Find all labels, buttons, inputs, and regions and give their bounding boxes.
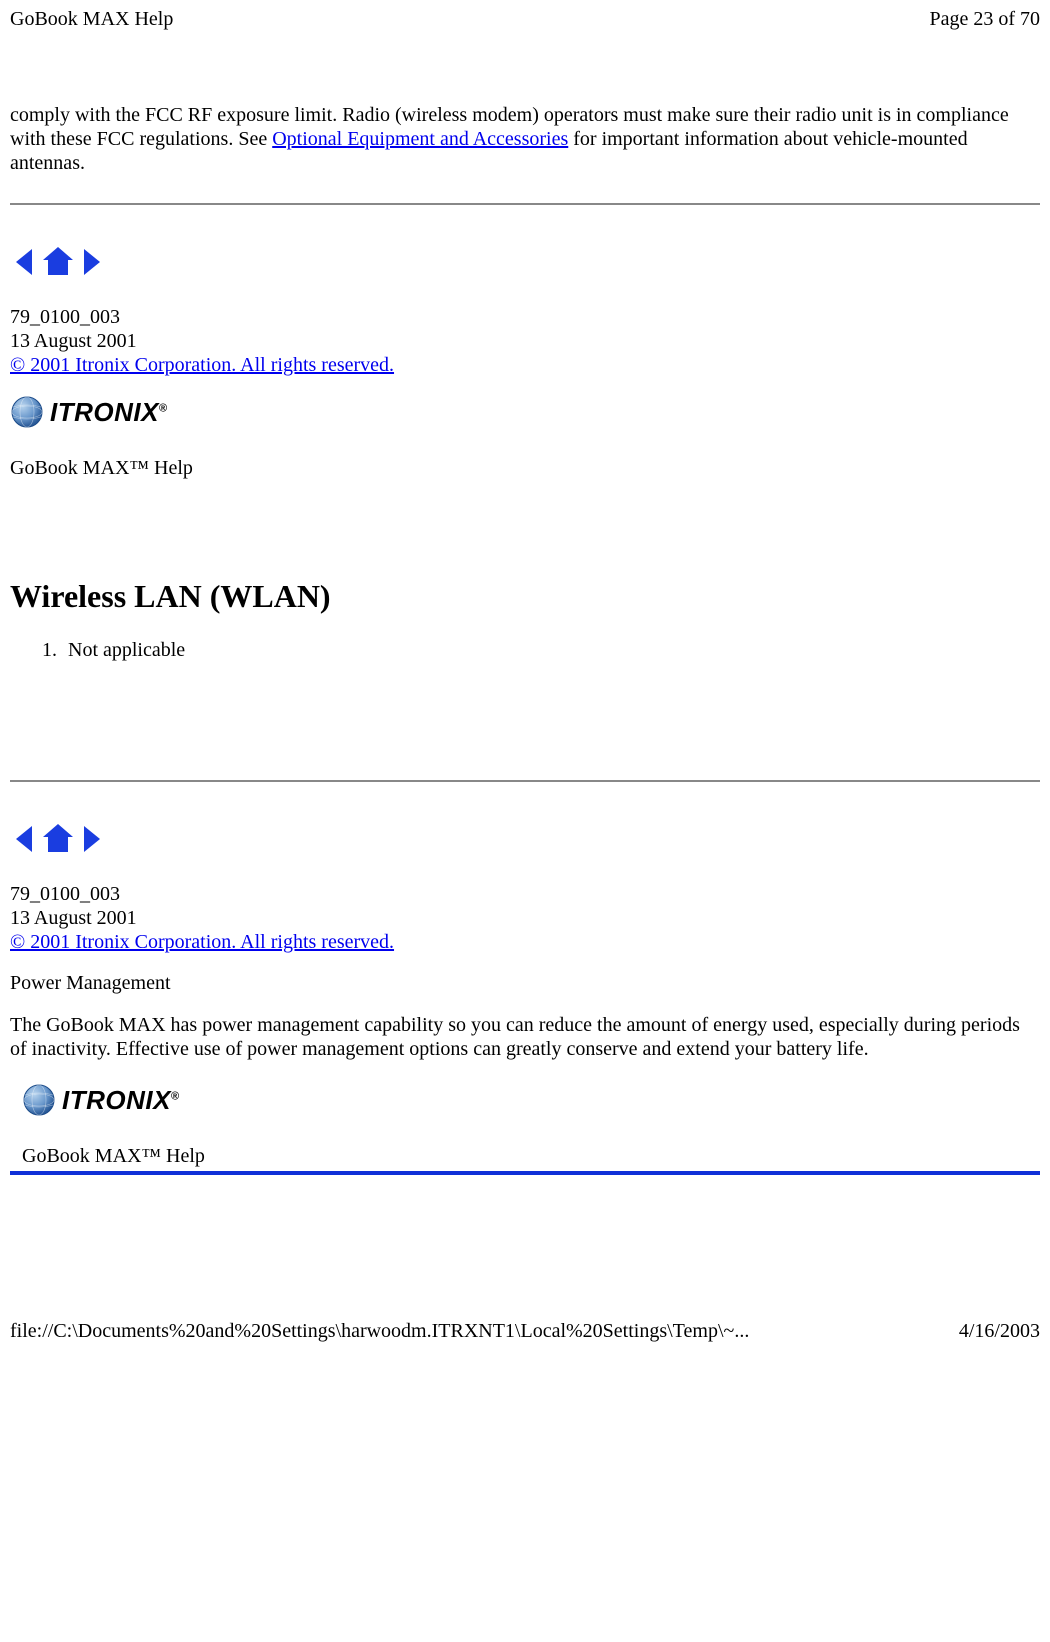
wlan-heading: Wireless LAN (WLAN) xyxy=(10,578,1040,615)
globe-icon xyxy=(22,1083,56,1117)
power-management-paragraph: The GoBook MAX has power management capa… xyxy=(10,1013,1040,1061)
back-arrow-icon[interactable] xyxy=(10,822,40,856)
wlan-list: Not applicable xyxy=(42,639,1040,662)
home-icon[interactable] xyxy=(40,245,76,279)
section-divider xyxy=(10,203,1040,205)
power-management-heading: Power Management xyxy=(10,972,1040,995)
doc-date: 13 August 2001 xyxy=(10,329,1040,353)
doc-id: 79_0100_003 xyxy=(10,305,1040,329)
optional-equipment-link[interactable]: Optional Equipment and Accessories xyxy=(272,128,568,150)
itronix-logo: ITRONIX® xyxy=(22,1083,1040,1117)
globe-icon xyxy=(10,395,44,429)
help-label: GoBook MAX™ Help xyxy=(22,1145,1040,1168)
doc-id: 79_0100_003 xyxy=(10,882,1040,906)
forward-arrow-icon[interactable] xyxy=(76,245,106,279)
list-item: Not applicable xyxy=(62,639,1040,662)
footer-path: file://C:\Documents%20and%20Settings\har… xyxy=(10,1320,749,1343)
home-icon[interactable] xyxy=(40,822,76,856)
page-header-title: GoBook MAX Help xyxy=(10,8,173,31)
help-banner: ITRONIX® GoBook MAX™ Help xyxy=(10,1083,1040,1175)
section-divider xyxy=(10,780,1040,782)
itronix-logo: ITRONIX® xyxy=(10,395,1040,429)
page-number: Page 23 of 70 xyxy=(929,8,1040,31)
intro-paragraph: comply with the FCC RF exposure limit. R… xyxy=(10,103,1040,175)
logo-text: ITRONIX® xyxy=(50,397,168,428)
footer-date: 4/16/2003 xyxy=(959,1320,1040,1343)
copyright-link[interactable]: © 2001 Itronix Corporation. All rights r… xyxy=(10,931,394,953)
nav-icons-row xyxy=(10,822,1040,856)
help-label: GoBook MAX™ Help xyxy=(10,457,1040,480)
nav-icons-row xyxy=(10,245,1040,279)
forward-arrow-icon[interactable] xyxy=(76,822,106,856)
back-arrow-icon[interactable] xyxy=(10,245,40,279)
logo-text: ITRONIX® xyxy=(62,1085,180,1116)
copyright-link[interactable]: © 2001 Itronix Corporation. All rights r… xyxy=(10,354,394,376)
doc-date: 13 August 2001 xyxy=(10,906,1040,930)
